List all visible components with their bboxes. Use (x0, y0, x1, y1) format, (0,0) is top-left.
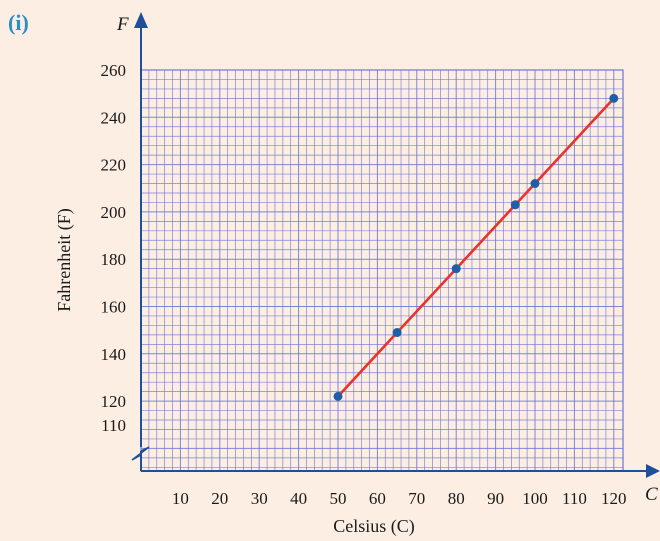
x-tick-label: 70 (408, 489, 425, 508)
x-tick-label: 10 (172, 489, 189, 508)
x-tick-label: 60 (369, 489, 386, 508)
tick-labels: 10 20 30 40 50 60 70 80 90 100 110 120 110 120 140 160 1… (101, 61, 627, 508)
y-tick-label: 240 (101, 108, 127, 127)
y-tick-label: 220 (101, 156, 127, 175)
y-tick-label: 180 (101, 250, 127, 269)
x-tick-label: 110 (562, 489, 587, 508)
y-axis-arrow (134, 12, 148, 28)
x-tick-label: 90 (487, 489, 504, 508)
x-tick-label: 40 (290, 489, 307, 508)
y-tick-label: 120 (101, 392, 127, 411)
axes (131, 12, 660, 478)
data-point (451, 264, 461, 274)
x-tick-label: 30 (251, 489, 268, 508)
x-tick-label: 120 (601, 489, 627, 508)
x-tick-label: 50 (330, 489, 347, 508)
y-tick-label: 110 (101, 416, 126, 435)
panel-label: (i) (8, 10, 29, 35)
x-tick-label: 20 (211, 489, 228, 508)
x-axis-title: Celsius (C) (333, 516, 415, 537)
y-axis-variable: F (116, 14, 129, 35)
series-line (337, 97, 615, 398)
data-point (392, 328, 402, 338)
y-axis-title: Fahrenheit (F) (54, 208, 75, 311)
grid (140, 69, 624, 472)
y-axis-break (131, 446, 150, 461)
x-tick-label: 80 (448, 489, 465, 508)
data-point (333, 391, 343, 401)
x-tick-label: 100 (522, 489, 548, 508)
data-point (530, 179, 540, 189)
y-tick-label: 200 (101, 203, 127, 222)
series (333, 93, 619, 401)
data-point (510, 200, 520, 210)
data-point (609, 93, 619, 103)
y-tick-label: 260 (101, 61, 127, 80)
x-axis-arrow (646, 464, 660, 478)
x-axis-variable: C (645, 484, 658, 505)
y-tick-label: 160 (101, 298, 127, 317)
y-tick-label: 140 (101, 345, 127, 364)
